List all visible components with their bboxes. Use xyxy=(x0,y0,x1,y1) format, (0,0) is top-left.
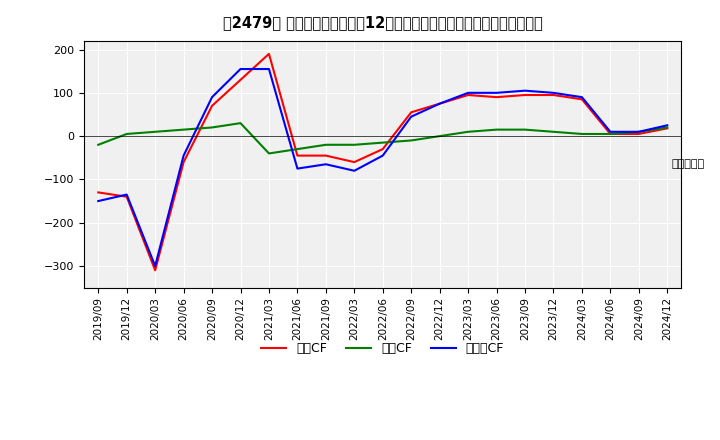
投資CF xyxy=(236,121,245,126)
営業CF xyxy=(179,159,188,165)
フリーCF xyxy=(293,166,302,171)
フリーCF xyxy=(577,95,586,100)
投資CF xyxy=(293,147,302,152)
Line: フリーCF: フリーCF xyxy=(98,69,667,266)
フリーCF xyxy=(150,264,159,269)
フリーCF xyxy=(179,153,188,158)
フリーCF xyxy=(464,90,472,95)
営業CF xyxy=(549,92,558,98)
営業CF xyxy=(577,97,586,102)
投資CF xyxy=(577,131,586,136)
投資CF xyxy=(265,151,274,156)
投資CF xyxy=(436,133,444,139)
営業CF xyxy=(521,92,529,98)
フリーCF xyxy=(379,153,387,158)
投資CF xyxy=(179,127,188,132)
フリーCF xyxy=(236,66,245,72)
フリーCF xyxy=(549,90,558,95)
投資CF xyxy=(492,127,501,132)
営業CF xyxy=(379,147,387,152)
投資CF xyxy=(606,131,615,136)
投資CF xyxy=(208,125,217,130)
フリーCF xyxy=(634,129,643,135)
投資CF xyxy=(521,127,529,132)
フリーCF xyxy=(407,114,415,119)
フリーCF xyxy=(94,198,102,204)
投資CF xyxy=(634,129,643,135)
Title: 【2479】 キャッシュフローの12か月移動合計の対前年同期増減額の推移: 【2479】 キャッシュフローの12か月移動合計の対前年同期増減額の推移 xyxy=(223,15,543,30)
フリーCF xyxy=(663,123,672,128)
営業CF xyxy=(150,268,159,273)
Legend: 営業CF, 投資CF, フリーCF: 営業CF, 投資CF, フリーCF xyxy=(256,337,509,360)
Y-axis label: （百万円）: （百万円） xyxy=(672,159,705,169)
営業CF xyxy=(407,110,415,115)
営業CF xyxy=(293,153,302,158)
フリーCF xyxy=(492,90,501,95)
営業CF xyxy=(634,131,643,136)
投資CF xyxy=(464,129,472,135)
営業CF xyxy=(663,126,672,131)
投資CF xyxy=(150,129,159,135)
フリーCF xyxy=(208,95,217,100)
投資CF xyxy=(122,131,131,136)
Line: 投資CF: 投資CF xyxy=(98,123,667,154)
フリーCF xyxy=(265,66,274,72)
投資CF xyxy=(379,140,387,145)
投資CF xyxy=(407,138,415,143)
投資CF xyxy=(663,125,672,130)
営業CF xyxy=(464,92,472,98)
営業CF xyxy=(265,51,274,56)
営業CF xyxy=(94,190,102,195)
投資CF xyxy=(322,142,330,147)
フリーCF xyxy=(350,168,359,173)
営業CF xyxy=(236,77,245,82)
営業CF xyxy=(436,101,444,106)
営業CF xyxy=(606,131,615,136)
フリーCF xyxy=(322,161,330,167)
営業CF xyxy=(492,95,501,100)
フリーCF xyxy=(436,101,444,106)
営業CF xyxy=(350,159,359,165)
フリーCF xyxy=(521,88,529,93)
フリーCF xyxy=(122,192,131,197)
営業CF xyxy=(208,103,217,109)
投資CF xyxy=(94,142,102,147)
投資CF xyxy=(549,129,558,135)
フリーCF xyxy=(606,129,615,135)
営業CF xyxy=(322,153,330,158)
Line: 営業CF: 営業CF xyxy=(98,54,667,270)
投資CF xyxy=(350,142,359,147)
営業CF xyxy=(122,194,131,199)
